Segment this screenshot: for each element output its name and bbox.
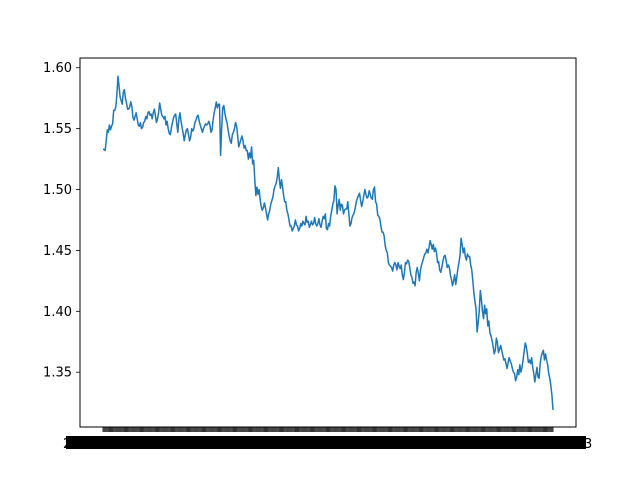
x-tick-label-band [66,436,586,449]
y-axis-ticks: 1.35 1.40 1.45 1.50 1.55 1.60 [43,61,80,381]
y-tick-label: 1.45 [43,244,72,259]
y-tick-label: 1.35 [43,366,72,381]
y-tick-label: 1.50 [43,183,72,198]
x-tick-label-last: 3 [584,437,592,452]
y-tick-label: 1.55 [43,122,72,137]
x-tick-label-first: 2 [63,437,71,452]
x-axis-ticks [66,427,586,449]
plot-area [103,75,554,411]
axes-frame [79,57,577,428]
series-line [103,75,554,411]
y-tick-label: 1.60 [43,61,72,76]
y-tick-label: 1.40 [43,305,72,320]
